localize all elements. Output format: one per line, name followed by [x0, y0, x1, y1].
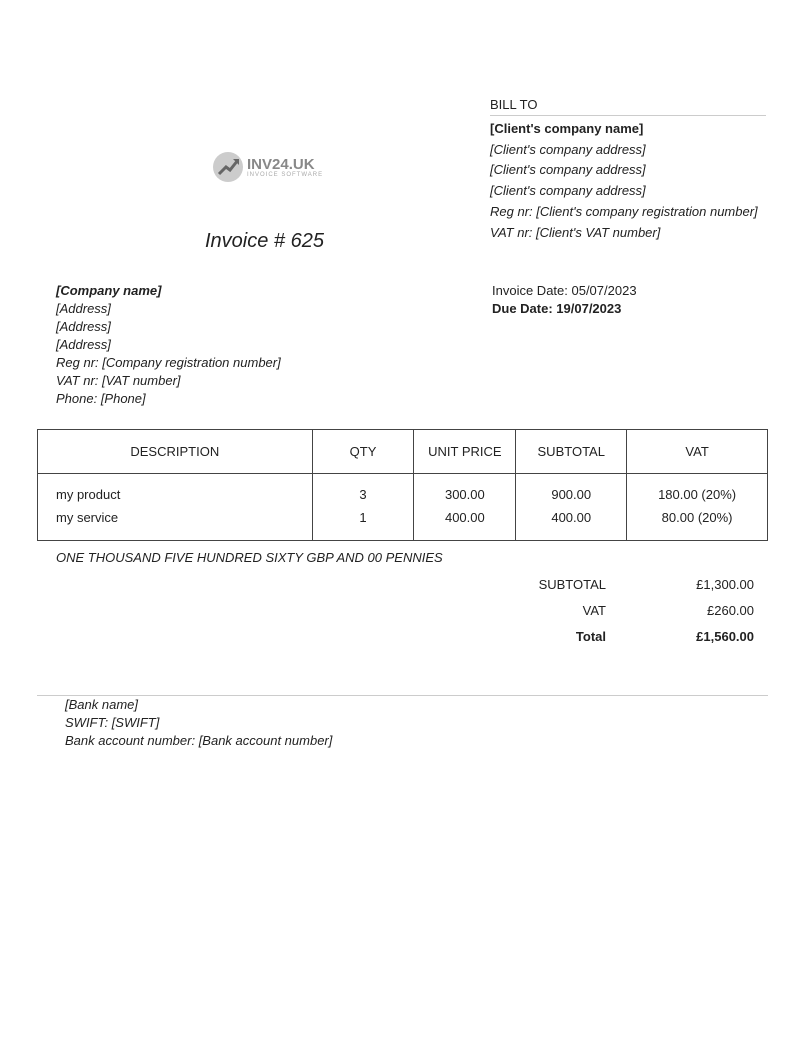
seller-vat: VAT nr: [VAT number]	[56, 373, 181, 388]
client-reg: Reg nr: [Client's company registration n…	[490, 203, 758, 219]
divider	[37, 695, 768, 696]
table-row: my product 3 300.00 900.00 180.00 (20%)	[37, 473, 768, 506]
client-vat: VAT nr: [Client's VAT number]	[490, 224, 661, 240]
seller-phone: Phone: [Phone]	[56, 391, 146, 406]
cell-description: my service	[37, 506, 313, 541]
subtotal-label: SUBTOTAL	[538, 577, 606, 592]
bill-to-heading: BILL TO	[490, 97, 766, 116]
seller-company: [Company name]	[56, 283, 162, 298]
total-value: £1,560.00	[696, 629, 754, 644]
cell-description: my product	[37, 473, 313, 506]
table-row: my service 1 400.00 400.00 80.00 (20%)	[37, 506, 768, 541]
col-subtotal: SUBTOTAL	[515, 429, 628, 474]
cell-vat: 80.00 (20%)	[626, 506, 768, 541]
cell-subtotal: 400.00	[515, 506, 628, 541]
seller-address: [Address]	[56, 337, 111, 352]
col-vat: VAT	[626, 429, 768, 474]
seller-block: [Company name] [Address] [Address] [Addr…	[56, 282, 281, 408]
bank-account: Bank account number: [Bank account numbe…	[65, 733, 333, 748]
col-unit-price: UNIT PRICE	[413, 429, 517, 474]
cell-qty: 3	[311, 473, 415, 506]
seller-reg: Reg nr: [Company registration number]	[56, 355, 281, 370]
col-qty: QTY	[311, 429, 415, 474]
seller-address: [Address]	[56, 301, 111, 316]
vat-value: £260.00	[707, 603, 754, 618]
logo-arrow-icon	[213, 152, 243, 182]
vat-label: VAT	[582, 603, 606, 618]
col-description: DESCRIPTION	[37, 429, 313, 474]
cell-unit-price: 400.00	[413, 506, 517, 541]
dates-block: Invoice Date: 05/07/2023 Due Date: 19/07…	[492, 282, 637, 318]
table-header: DESCRIPTION QTY UNIT PRICE SUBTOTAL VAT	[37, 429, 768, 474]
subtotal-value: £1,300.00	[696, 577, 754, 592]
bank-block: [Bank name] SWIFT: [SWIFT] Bank account …	[65, 696, 332, 750]
invoice-date: Invoice Date: 05/07/2023	[492, 283, 637, 298]
cell-vat: 180.00 (20%)	[626, 473, 768, 506]
due-date: Due Date: 19/07/2023	[492, 301, 622, 316]
client-address: [Client's company address]	[490, 183, 646, 199]
bill-to-block: [Client's company name] [Client's compan…	[490, 119, 758, 243]
client-address: [Client's company address]	[490, 162, 646, 178]
cell-subtotal: 900.00	[515, 473, 628, 506]
cell-qty: 1	[311, 506, 415, 541]
amount-in-words: ONE THOUSAND FIVE HUNDRED SIXTY GBP AND …	[56, 550, 443, 565]
invoice-title: Invoice # 625	[205, 230, 324, 252]
client-company: [Client's company name]	[490, 121, 644, 136]
seller-address: [Address]	[56, 319, 111, 334]
bank-swift: SWIFT: [SWIFT]	[65, 715, 160, 730]
client-address: [Client's company address]	[490, 141, 646, 157]
bank-name: [Bank name]	[65, 697, 138, 712]
total-label: Total	[575, 629, 606, 644]
logo: INV24.UK INVOICE SOFTWARE	[213, 152, 323, 182]
items-table: DESCRIPTION QTY UNIT PRICE SUBTOTAL VAT …	[37, 429, 768, 541]
cell-unit-price: 300.00	[413, 473, 517, 506]
